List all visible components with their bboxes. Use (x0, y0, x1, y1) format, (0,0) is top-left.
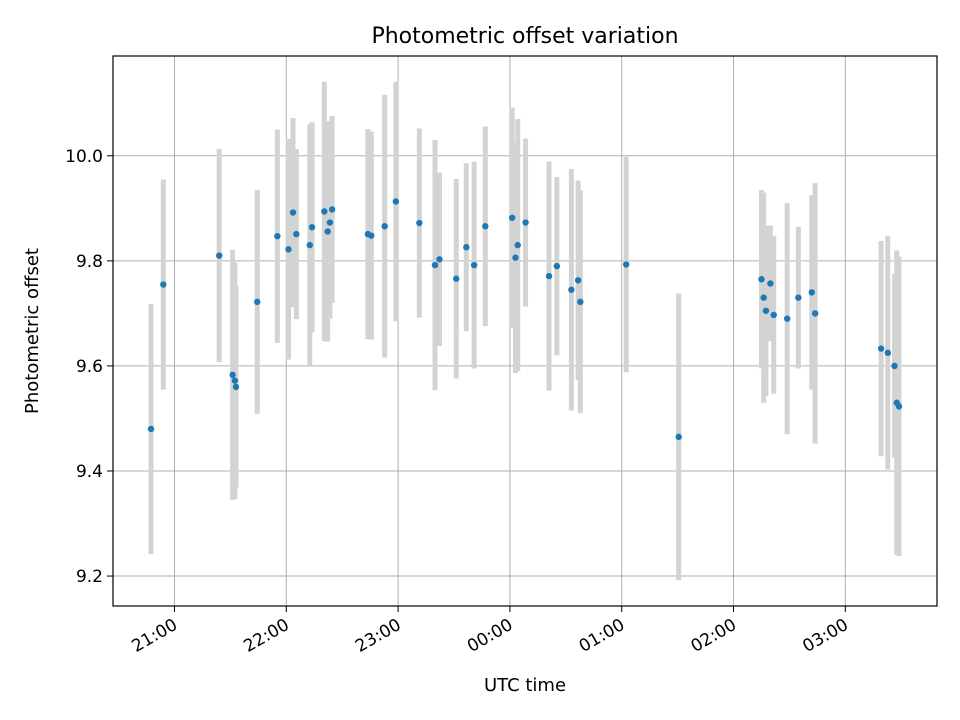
data-point (160, 281, 167, 288)
error-bars (148, 81, 902, 581)
data-point (436, 256, 443, 263)
data-point (758, 276, 765, 283)
data-point (392, 198, 400, 205)
data-point (463, 244, 470, 251)
x-tick-label: 21:00 (129, 615, 181, 657)
x-tick-label: 00:00 (464, 615, 516, 657)
data-point (553, 262, 561, 270)
data-point (895, 403, 903, 410)
data-point (675, 433, 682, 441)
data-point (431, 261, 439, 269)
y-tick-label: 9.2 (76, 567, 103, 587)
data-point (811, 310, 819, 317)
data-point (508, 214, 516, 221)
data-point (306, 241, 313, 249)
data-point (254, 298, 261, 306)
data-point (514, 241, 521, 249)
x-tick-label: 22:00 (240, 615, 292, 657)
x-axis-label: UTC time (484, 675, 566, 696)
data-point (274, 232, 281, 240)
x-tick-label: 03:00 (799, 615, 851, 657)
data-point (622, 261, 630, 268)
data-point (453, 275, 460, 282)
data-point (522, 219, 529, 226)
data-point (216, 252, 223, 259)
data-point (568, 286, 575, 293)
data-point (470, 261, 478, 269)
y-tick-label: 9.6 (76, 357, 103, 377)
data-point (232, 383, 240, 391)
data-point (231, 377, 239, 384)
data-point (328, 206, 336, 213)
data-point (229, 371, 236, 379)
data-point (326, 219, 334, 226)
data-point (368, 232, 375, 239)
data-point (416, 219, 423, 227)
data-point (321, 208, 328, 215)
data-point (512, 254, 519, 261)
data-point (770, 311, 777, 319)
data-point (293, 230, 300, 238)
data-point (891, 362, 898, 370)
x-tick-label: 02:00 (688, 615, 740, 657)
x-tick-label: 01:00 (576, 615, 628, 657)
x-tick-label: 23:00 (352, 615, 404, 657)
y-tick-label: 9.8 (76, 252, 103, 272)
data-point (783, 315, 791, 322)
y-tick-label: 9.4 (76, 462, 103, 482)
y-tick-label: 10.0 (65, 147, 103, 167)
data-point (577, 298, 584, 306)
data-point (381, 223, 388, 230)
data-point (795, 294, 802, 301)
data-point (147, 425, 155, 433)
data-point (808, 289, 815, 296)
y-axis-label: Photometric offset (22, 248, 43, 414)
data-point (285, 246, 292, 253)
data-point (762, 307, 770, 314)
data-points (147, 198, 903, 441)
data-point (574, 277, 582, 284)
data-point (308, 224, 316, 231)
data-point (767, 280, 774, 287)
data-point (877, 345, 885, 352)
plot-area-frame (112, 55, 938, 607)
data-point (324, 228, 331, 235)
data-point (884, 349, 892, 357)
data-point (760, 294, 767, 301)
chart-title: Photometric offset variation (371, 24, 678, 49)
data-point (289, 209, 297, 216)
data-point (545, 272, 553, 280)
data-point (482, 223, 489, 230)
